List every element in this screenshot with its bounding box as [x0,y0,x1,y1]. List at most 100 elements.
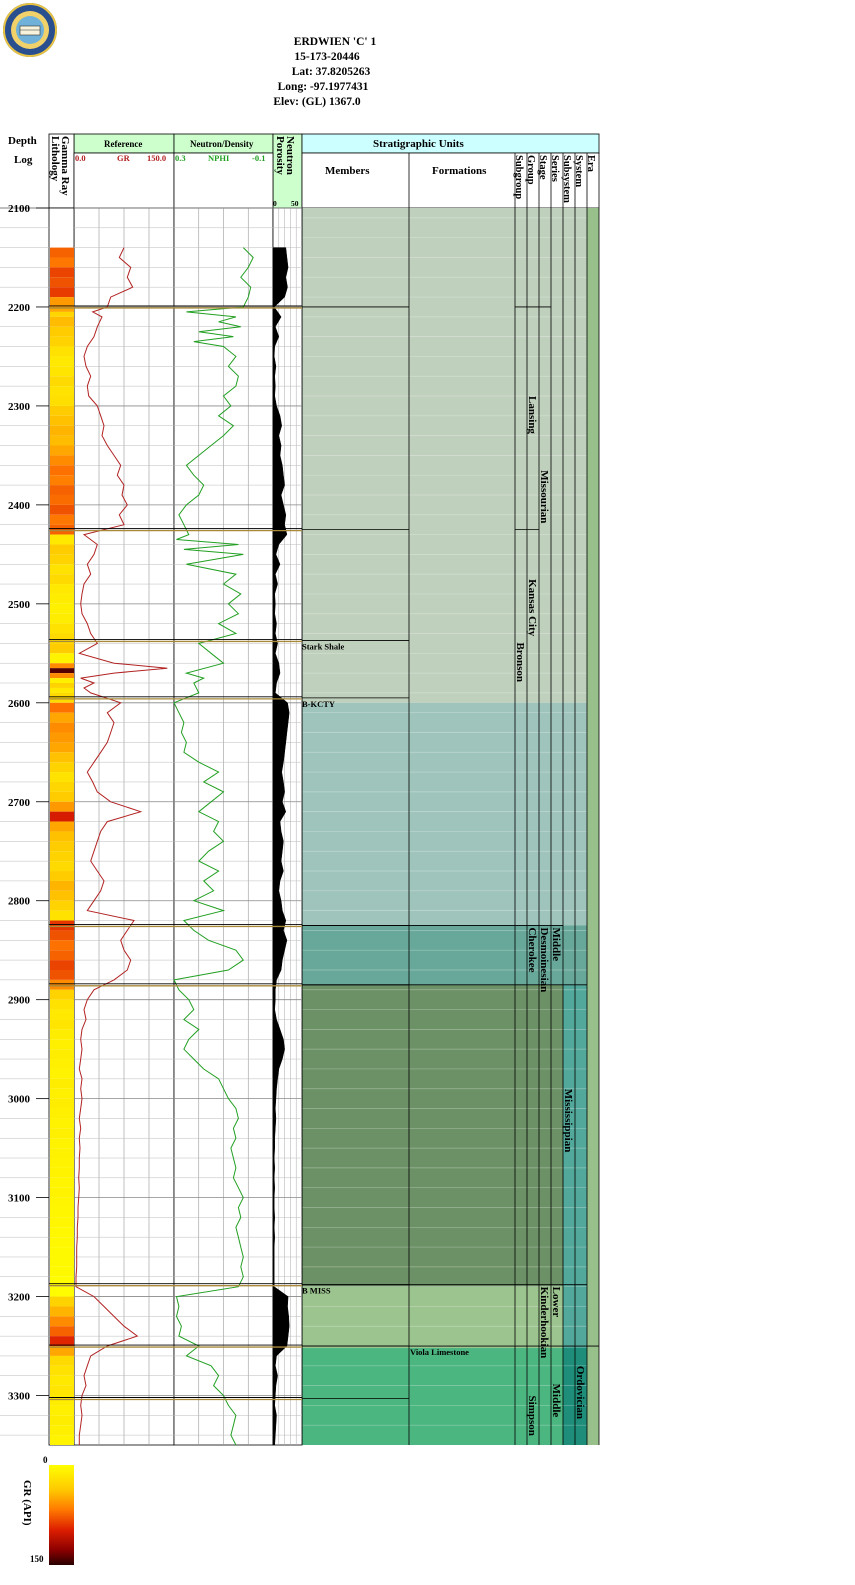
nphi-left: 0.3 [175,153,186,163]
nphi-name: NPHI [208,153,230,163]
stage-kinderhookian: Kinderhookian [538,1287,550,1359]
lithology-segment [50,910,74,921]
subsystem-mississippian: Mississippian [562,1089,574,1153]
rank-era: Era [585,155,596,173]
lithology-segment [50,940,74,951]
rank-system: System [573,155,584,187]
depth-label-3100: 3100 [8,1193,31,1205]
lithology-segment [50,831,74,842]
lithology-segment [50,1415,74,1426]
gr-curve [75,247,168,1445]
lithology-segment [50,405,74,416]
legend-title: GR (API) [21,1480,33,1526]
lithology-segment [50,455,74,466]
lithology-segment [50,425,74,436]
lithology-segment [50,465,74,476]
band-ordovician [302,1348,587,1445]
group-cherokee: Cherokee [526,927,538,972]
lithology-segment [50,1227,74,1238]
lithology-segment [50,277,74,288]
rank-stage: Stage [537,155,548,180]
lithology-segment [50,1177,74,1188]
lithology-segment [50,1207,74,1218]
lithology-segment [50,356,74,367]
lithology-segment [50,396,74,406]
lithology-segment [50,1019,74,1030]
lithology-header-box [48,133,75,209]
lithology-segment [50,376,74,387]
lithology-segment [50,762,74,773]
porosity-title: Porosity [274,136,286,175]
depth-label-3200: 3200 [8,1292,31,1304]
lithology-segment [50,801,74,812]
band-era [587,208,599,1445]
depth-label-2900: 2900 [8,995,31,1007]
depth-label-2200: 2200 [8,302,31,314]
lithology-segment [50,930,74,941]
lithology-segment [50,861,74,872]
lithology-segment [50,1167,74,1178]
lithology-segment [50,752,74,763]
members-title: Members [325,165,370,177]
subgroup-bronson: Bronson [514,642,526,682]
lithology-segment [50,663,74,669]
lithology-segment [50,702,74,713]
rank-subgroup: Subgroup [513,155,524,199]
group-kansas-city: Kansas City [526,579,538,637]
lithology-segment [50,346,74,357]
legend-gradient [49,1465,74,1565]
lithology-segment [50,643,74,654]
lithology-segment [50,1355,74,1366]
depth-label-3300: 3300 [8,1391,31,1403]
lithology-segment [50,366,74,377]
lithology-segment [50,1049,74,1060]
lithology-segment [50,1365,74,1376]
neutron-title: Neutron [284,136,296,175]
lithology-segment [50,821,74,832]
member-stark-shale: Stark Shale [302,641,344,651]
lithology-segment [50,1217,74,1228]
nd-track-header [173,152,274,209]
band-kinderhook [302,1286,587,1349]
lithology-segment [50,257,74,268]
lithology-segment [50,712,74,723]
lithology-segment [50,1138,74,1149]
lithology-segment [50,979,74,990]
lithology-segment [50,1247,74,1257]
lithology-segment [50,316,74,327]
lithology-segment [50,772,74,782]
band-missourian [302,208,587,703]
formations-title: Formations [432,165,487,177]
lithology-segment [50,1108,74,1119]
lithology-segment [50,969,74,980]
depth-label-2300: 2300 [8,401,31,413]
gamma-ray-title: Gamma Ray [59,136,71,196]
lithology-segment [50,485,74,495]
lithology-segment [50,326,74,337]
lithology-segment [50,1158,74,1168]
reference-track-header [73,152,175,209]
lithology-segment [50,1316,74,1327]
lithology-segment [50,1266,74,1277]
lithology-segment [50,781,74,792]
lithology-segment [50,722,74,733]
lithology-segment [50,653,74,664]
lithology-segment [50,950,74,961]
lithology-segment [50,311,74,317]
rank-series: Series [549,155,560,182]
formation-viola: Viola Limestone [410,1347,469,1357]
stage-desmoinesian: Desmoinesian [538,927,550,992]
lithology-segment [50,524,74,535]
gr-min: 0.0 [75,153,86,163]
lithology-segment [50,999,74,1010]
depth-label-3000: 3000 [8,1094,31,1106]
lithology-segment [50,678,74,684]
lithology-segment [50,687,74,693]
lithology-segment [50,989,74,1000]
neutron-density-title: Neutron/Density [190,139,254,149]
lithology-segment [50,1385,74,1396]
header-line-3: Long: -97.1977431 [277,81,369,93]
lithology-segment [50,742,74,753]
lithology-segment [50,890,74,901]
